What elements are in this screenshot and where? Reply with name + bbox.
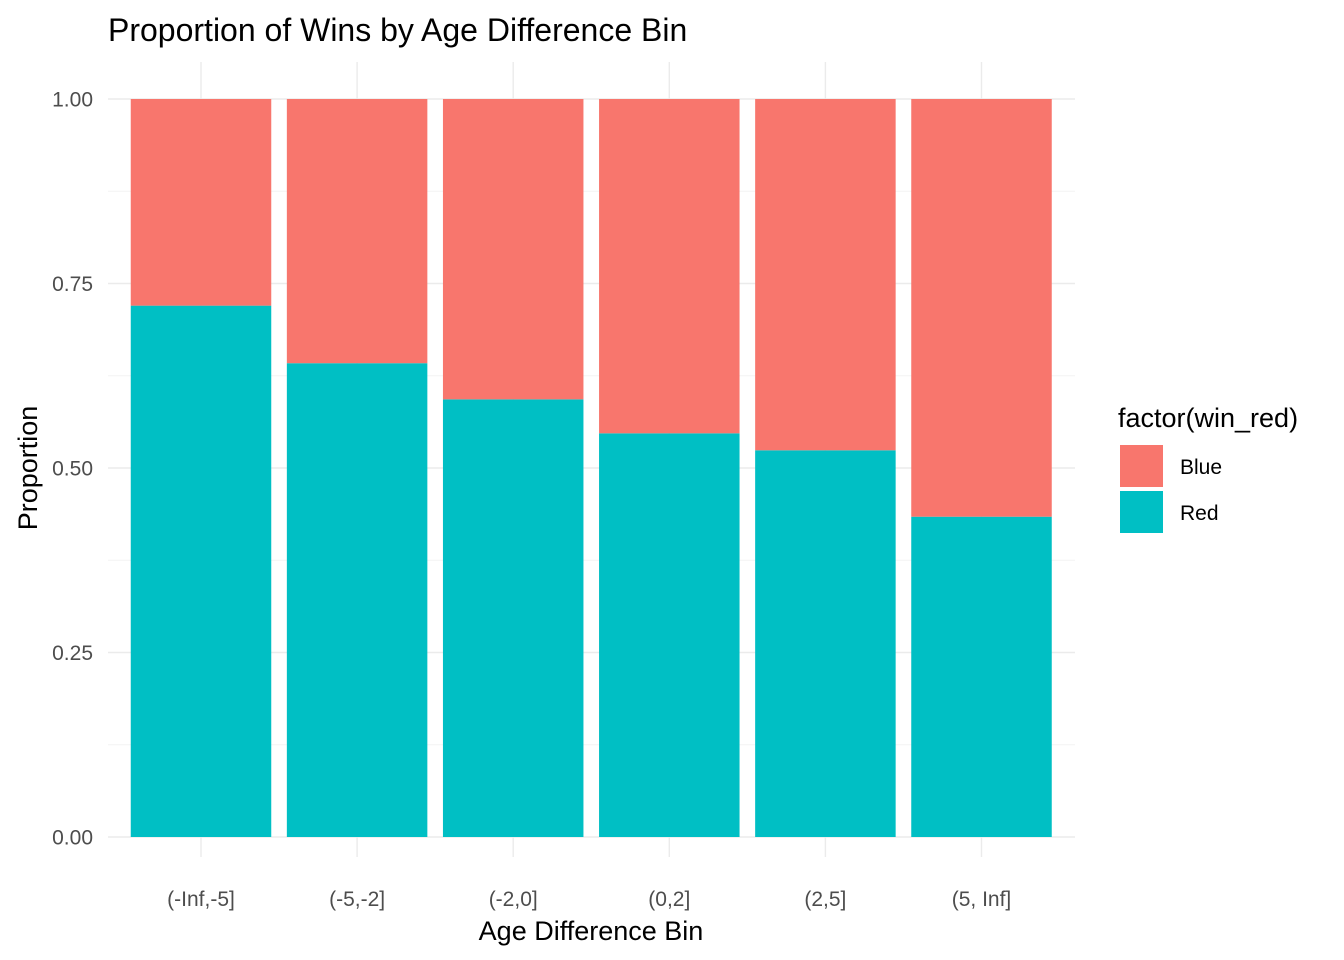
x-tick-label: (5, Inf] bbox=[952, 888, 1012, 911]
legend-label-blue: Blue bbox=[1180, 456, 1222, 479]
x-tick-label: (0,2] bbox=[648, 888, 690, 911]
y-tick-label: 0.00 bbox=[52, 827, 93, 850]
y-tick-label: 1.00 bbox=[52, 89, 93, 112]
bars bbox=[130, 99, 1052, 837]
bar-red-0-2 bbox=[599, 433, 740, 837]
bar-blue-0-2 bbox=[599, 99, 740, 434]
x-tick-label: (-2,0] bbox=[489, 888, 538, 911]
legend-key-red bbox=[1120, 491, 1163, 533]
bar-red-inf-5 bbox=[130, 305, 272, 837]
legend-title: factor(win_red) bbox=[1118, 403, 1298, 433]
bar-red-5-inf bbox=[911, 516, 1052, 837]
y-axis-title: Proportion bbox=[13, 406, 43, 531]
x-tick-label: (-Inf,-5] bbox=[167, 888, 235, 911]
bar-blue-5-inf bbox=[911, 99, 1052, 517]
bar-red-5-2 bbox=[286, 363, 428, 837]
bar-blue-2-5 bbox=[755, 99, 896, 451]
bar-blue-inf-5 bbox=[130, 99, 272, 306]
legend-label-red: Red bbox=[1180, 502, 1219, 525]
y-axis-ticks: 0.00 0.25 0.50 0.75 1.00 bbox=[52, 89, 93, 850]
bar-blue-2-0 bbox=[442, 99, 584, 400]
bar-red-2-0 bbox=[442, 399, 584, 837]
legend-key-blue bbox=[1120, 445, 1163, 487]
bar-red-2-5 bbox=[755, 450, 896, 837]
x-axis-title: Age Difference Bin bbox=[479, 916, 704, 946]
x-tick-label: (-5,-2] bbox=[329, 888, 385, 911]
y-tick-label: 0.75 bbox=[52, 273, 93, 296]
legend: factor(win_red) Blue Red bbox=[1118, 403, 1298, 533]
x-axis-ticks: (-Inf,-5] (-5,-2] (-2,0] (0,2] (2,5] (5, Inf] bbox=[167, 888, 1011, 911]
y-tick-label: 0.25 bbox=[52, 642, 93, 665]
y-tick-label: 0.50 bbox=[52, 458, 93, 481]
x-tick-label: (2,5] bbox=[804, 888, 846, 911]
chart-title: Proportion of Wins by Age Difference Bin bbox=[108, 12, 687, 48]
bar-blue-5-2 bbox=[286, 99, 428, 364]
